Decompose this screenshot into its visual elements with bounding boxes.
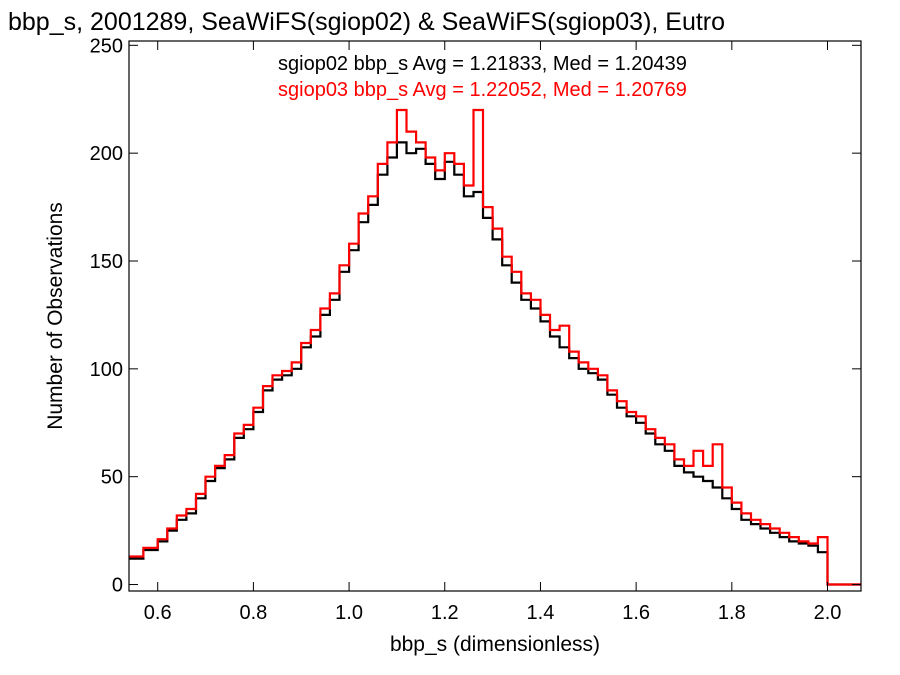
legend: sgiop02 bbp_s Avg = 1.21833, Med = 1.204… — [278, 53, 687, 101]
y-tick-label: 200 — [90, 143, 123, 165]
series-layer — [129, 108, 861, 586]
y-tick-label: 0 — [112, 575, 123, 597]
y-tick-label: 250 — [90, 35, 123, 57]
x-axis-title: bbp_s (dimensionless) — [390, 633, 600, 656]
legend-entry-2: sgiop03 bbp_s Avg = 1.22052, Med = 1.207… — [278, 79, 687, 101]
series-line-2 — [129, 108, 861, 586]
x-tick-label: 1.4 — [527, 602, 555, 624]
x-tick-label: 0.8 — [239, 602, 267, 624]
x-tick-label: 1.6 — [622, 602, 650, 624]
x-axis: 0.6 0.8 1.0 1.2 1.4 1.6 1.8 2.0 — [144, 41, 842, 624]
legend-entry-1: sgiop02 bbp_s Avg = 1.21833, Med = 1.204… — [278, 53, 687, 75]
plot-frame — [128, 40, 862, 592]
y-axis-title: Number of Observations — [44, 202, 67, 430]
y-axis: 0 50 100 150 200 250 — [90, 35, 861, 597]
x-tick-label: 1.8 — [718, 602, 746, 624]
x-tick-label: 1.2 — [431, 602, 459, 624]
x-tick-label: 0.6 — [144, 602, 172, 624]
x-tick-label: 1.0 — [335, 602, 363, 624]
y-tick-label: 150 — [90, 251, 123, 273]
chart-title: bbp_s, 2001289, SeaWiFS(sgiop02) & SeaWi… — [8, 8, 725, 36]
x-tick-label: 2.0 — [814, 602, 842, 624]
y-tick-label: 100 — [90, 359, 123, 381]
y-tick-label: 50 — [101, 467, 123, 489]
